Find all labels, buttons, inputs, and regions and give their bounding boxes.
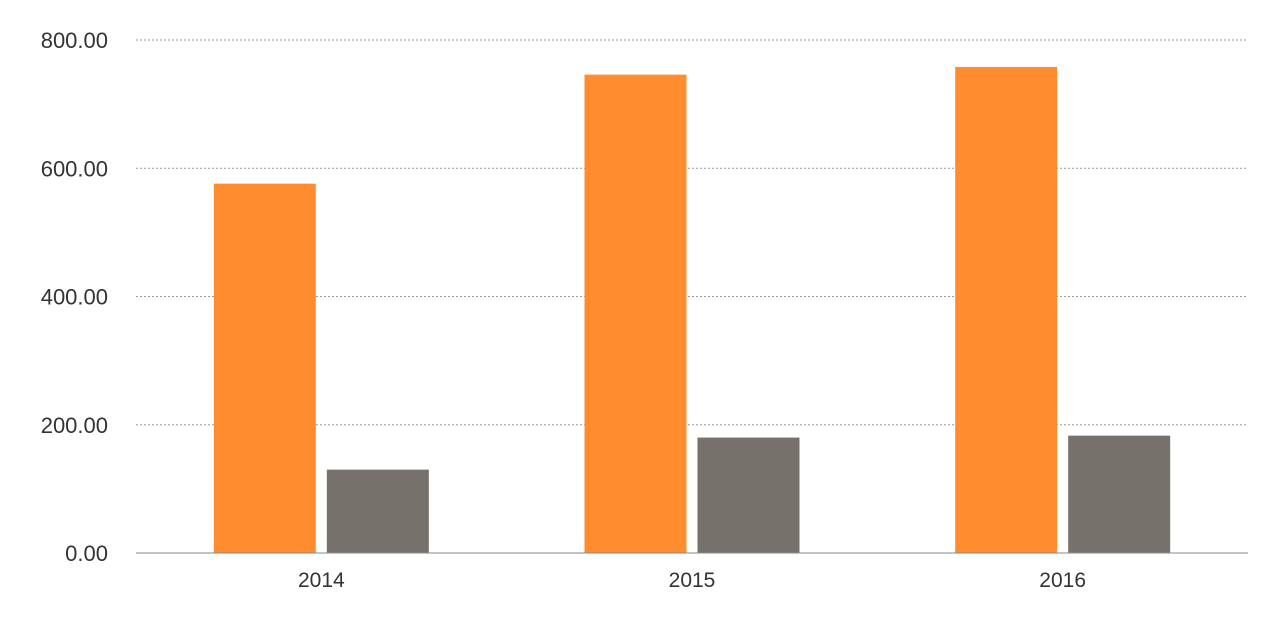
bar-series-1-2016 [955,66,1058,554]
x-tick-label: 2014 [298,569,345,592]
y-tick-label: 600.00 [41,156,108,181]
y-tick-label: 200.00 [41,413,108,438]
gridlines [136,39,1248,426]
x-tick-label: 2015 [669,569,716,592]
y-tick-label: 0.00 [65,541,108,566]
bar-series-1-2014 [213,183,316,553]
x-axis-tick-labels: 2014 2015 2016 [298,569,1086,592]
bar-series-2-2014 [326,469,429,553]
bar-series-2-2015 [697,437,800,553]
y-axis-tick-labels: 0.00 200.00 400.00 600.00 800.00 [41,28,108,566]
bars [213,66,1171,554]
y-tick-label: 800.00 [41,28,108,53]
bar-series-2-2016 [1068,435,1171,553]
y-tick-label: 400.00 [41,285,108,310]
bar-series-1-2015 [584,74,687,553]
x-tick-label: 2016 [1039,569,1086,592]
